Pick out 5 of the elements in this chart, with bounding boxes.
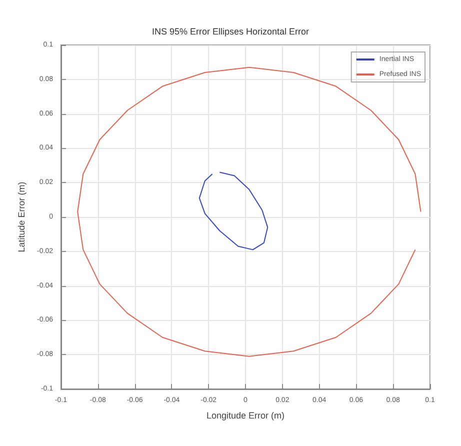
chart-title: INS 95% Error Ellipses Horizontal Error [152, 26, 310, 36]
line-series [198, 172, 268, 250]
y-axis-title: Latitude Error (m) [16, 182, 27, 252]
x-axis-title: Longitude Error (m) [206, 410, 285, 420]
line-series [77, 66, 422, 357]
